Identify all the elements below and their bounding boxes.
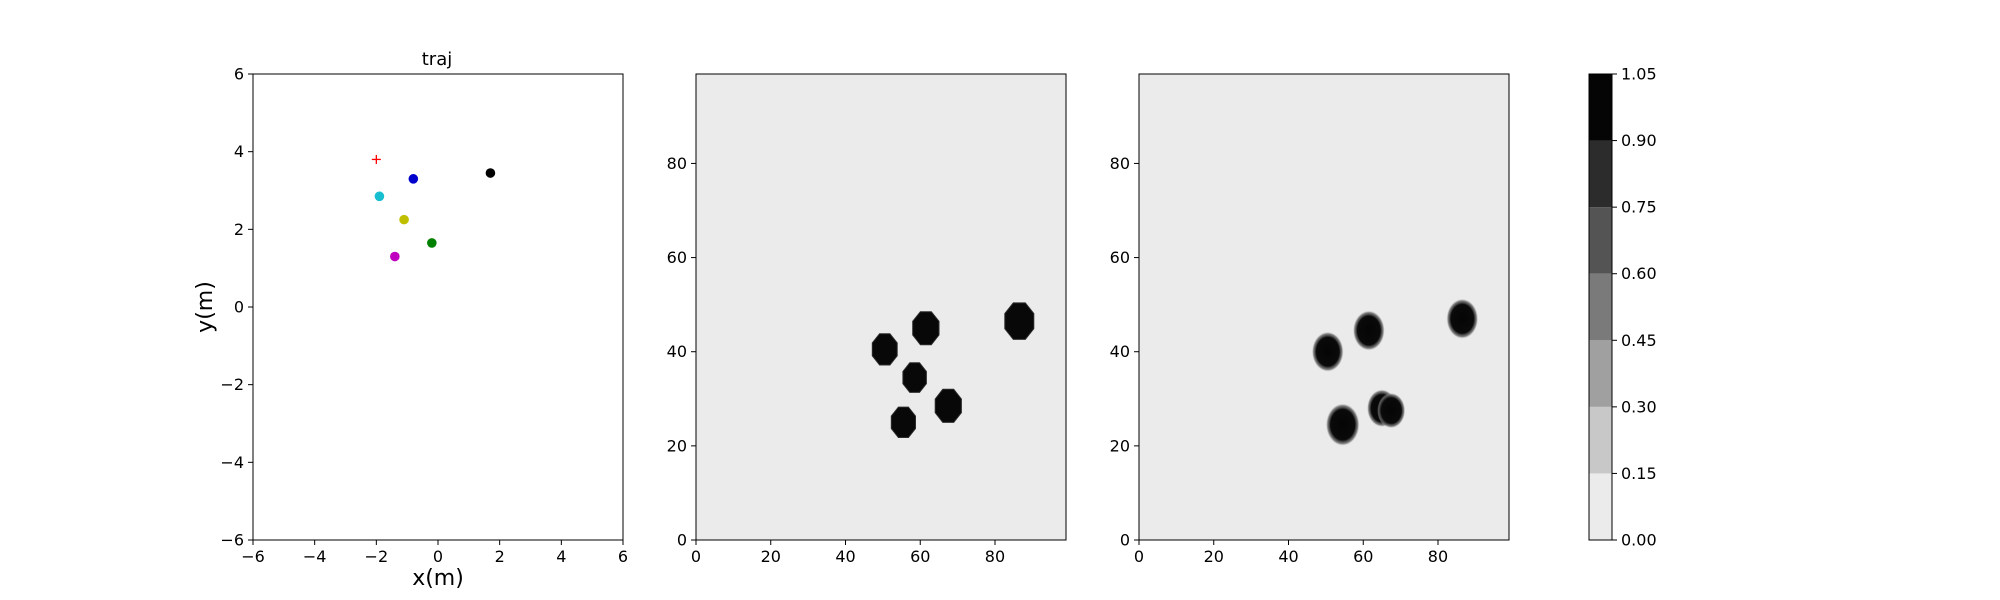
traj-x-tick-label: 6	[618, 547, 628, 566]
traj-x-ticks: −6 −4 −2 0 2 4 6	[241, 540, 628, 566]
map-2-x-tick-label: 80	[1428, 547, 1448, 566]
map-2-y-ticks: 0 20 40 60 80	[1110, 154, 1139, 550]
colorbar-tick-label: 0.00	[1621, 531, 1657, 550]
occupancy-blob	[1352, 310, 1385, 351]
traj-frame	[252, 73, 624, 541]
map-1-y-tick-label: 60	[667, 248, 687, 267]
map-2-x-ticks: 0 20 40 60 80	[1134, 540, 1448, 566]
traj-x-tick-label: −6	[241, 547, 265, 566]
map-1-frame	[695, 73, 1067, 541]
colorbar-band	[1589, 207, 1612, 274]
traj-y-axis-label: y(m)	[193, 281, 218, 333]
map-1-blobs	[871, 302, 1035, 438]
map-2-x-tick-label: 60	[1353, 547, 1373, 566]
traj-y-tick-label: −2	[220, 375, 244, 394]
map-2-x-tick-label: 0	[1134, 547, 1144, 566]
map-2-x-tick-label: 40	[1278, 547, 1298, 566]
colorbar-tick-label: 0.75	[1621, 198, 1657, 217]
map-2-frame	[1138, 73, 1510, 541]
occupancy-blob	[1311, 331, 1344, 372]
traj-title: traj	[422, 49, 453, 70]
colorbar-tick-label: 0.60	[1621, 264, 1657, 283]
traj-y-tick-label: 4	[234, 142, 244, 161]
traj-x-tick-label: 0	[433, 547, 443, 566]
occupancy-blob	[934, 388, 962, 423]
occupancy-blob	[912, 311, 940, 346]
colorbar-frame	[1588, 73, 1613, 541]
map-2-y-tick-label: 60	[1110, 248, 1130, 267]
traj-y-ticks: −6 −4 −2 0 2 4 6	[220, 65, 253, 550]
occupancy-blob	[1377, 392, 1406, 429]
traj-panel: traj −6 −4 −2 0 2 4 6 −6 −4 −2 0 2 4 6 x(m) y(m)	[193, 49, 628, 591]
colorbar-band	[1589, 74, 1612, 141]
traj-points	[371, 154, 496, 262]
scatter-point	[399, 214, 409, 225]
traj-y-tick-label: 0	[234, 298, 244, 317]
scatter-point	[390, 251, 400, 262]
occupancy-blob	[902, 362, 927, 393]
colorbar-ticks: 0.00 0.15 0.30 0.45 0.60 0.75 0.90 1.05	[1612, 65, 1657, 550]
colorbar-tick-label: 0.30	[1621, 397, 1657, 416]
occupancy-blob	[871, 333, 898, 366]
map-1-x-tick-label: 0	[691, 547, 701, 566]
colorbar-tick-label: 1.05	[1621, 65, 1657, 84]
map-2-background	[1139, 74, 1509, 540]
occupancy-blob	[1446, 298, 1479, 339]
map-2-x-tick-label: 20	[1204, 547, 1224, 566]
traj-y-tick-label: 6	[234, 65, 244, 84]
scatter-point	[485, 168, 496, 178]
colorbar-band	[1589, 473, 1612, 540]
map-1-x-tick-label: 60	[910, 547, 930, 566]
colorbar-bands	[1589, 74, 1612, 540]
map-1-y-tick-label: 0	[677, 531, 687, 550]
traj-y-tick-label: −4	[220, 453, 244, 472]
map-2-y-tick-label: 20	[1110, 436, 1130, 455]
traj-y-tick-label: 2	[234, 220, 244, 239]
scatter-point	[374, 191, 385, 202]
colorbar-band	[1589, 340, 1612, 407]
colorbar: 0.00 0.15 0.30 0.45 0.60 0.75 0.90 1.05	[1588, 65, 1657, 550]
map-1-y-ticks: 0 20 40 60 80	[667, 154, 696, 550]
map-2-y-tick-label: 0	[1120, 531, 1130, 550]
map-panel-1: 0 20 40 60 80 0 20 40 60 80	[667, 73, 1067, 566]
occupancy-blob	[890, 406, 916, 438]
colorbar-tick-label: 0.90	[1621, 131, 1657, 150]
start-marker	[371, 154, 381, 164]
traj-x-tick-label: 4	[556, 547, 566, 566]
colorbar-tick-label: 0.15	[1621, 464, 1657, 483]
scatter-point	[427, 238, 437, 248]
colorbar-band	[1589, 406, 1612, 474]
traj-x-tick-label: −4	[303, 547, 327, 566]
map-1-x-tick-label: 80	[985, 547, 1005, 566]
map-1-y-tick-label: 80	[667, 154, 687, 173]
traj-y-tick-label: −6	[220, 531, 244, 550]
scatter-point	[408, 174, 419, 184]
map-1-x-tick-label: 20	[761, 547, 781, 566]
map-2-y-tick-label: 40	[1110, 342, 1130, 361]
occupancy-blob	[1004, 302, 1035, 340]
traj-x-tick-label: −2	[365, 547, 389, 566]
traj-x-axis-label: x(m)	[412, 566, 464, 591]
colorbar-band	[1589, 273, 1612, 341]
occupancy-blob	[1325, 403, 1360, 446]
map-panel-2: 0 20 40 60 80 0 20 40 60 80	[1110, 73, 1510, 566]
map-1-y-tick-label: 20	[667, 436, 687, 455]
colorbar-band	[1589, 140, 1612, 208]
traj-x-tick-label: 2	[495, 547, 505, 566]
map-1-y-tick-label: 40	[667, 342, 687, 361]
map-2-y-tick-label: 80	[1110, 154, 1130, 173]
map-2-blobs	[1311, 298, 1479, 446]
map-1-x-tick-label: 40	[835, 547, 855, 566]
colorbar-tick-label: 0.45	[1621, 331, 1657, 350]
map-1-background	[696, 74, 1066, 540]
map-1-x-ticks: 0 20 40 60 80	[691, 540, 1005, 566]
